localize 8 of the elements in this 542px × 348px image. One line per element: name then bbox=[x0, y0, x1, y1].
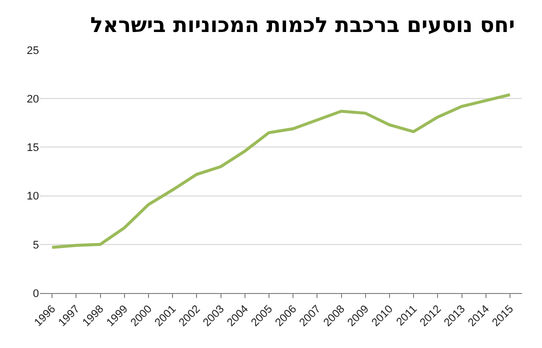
chart-title: יחס נוסעים ברכבת לכמות המכוניות בישראל bbox=[90, 13, 515, 38]
y-tick-label: 20 bbox=[26, 93, 39, 106]
line-series bbox=[50, 93, 512, 249]
y-tick-label: 0 bbox=[32, 288, 39, 300]
y-tick-label: 15 bbox=[26, 142, 39, 154]
y-tick-label: 10 bbox=[26, 190, 39, 203]
y-tick-label: 25 bbox=[26, 44, 39, 57]
y-tick-label: 5 bbox=[32, 239, 39, 252]
